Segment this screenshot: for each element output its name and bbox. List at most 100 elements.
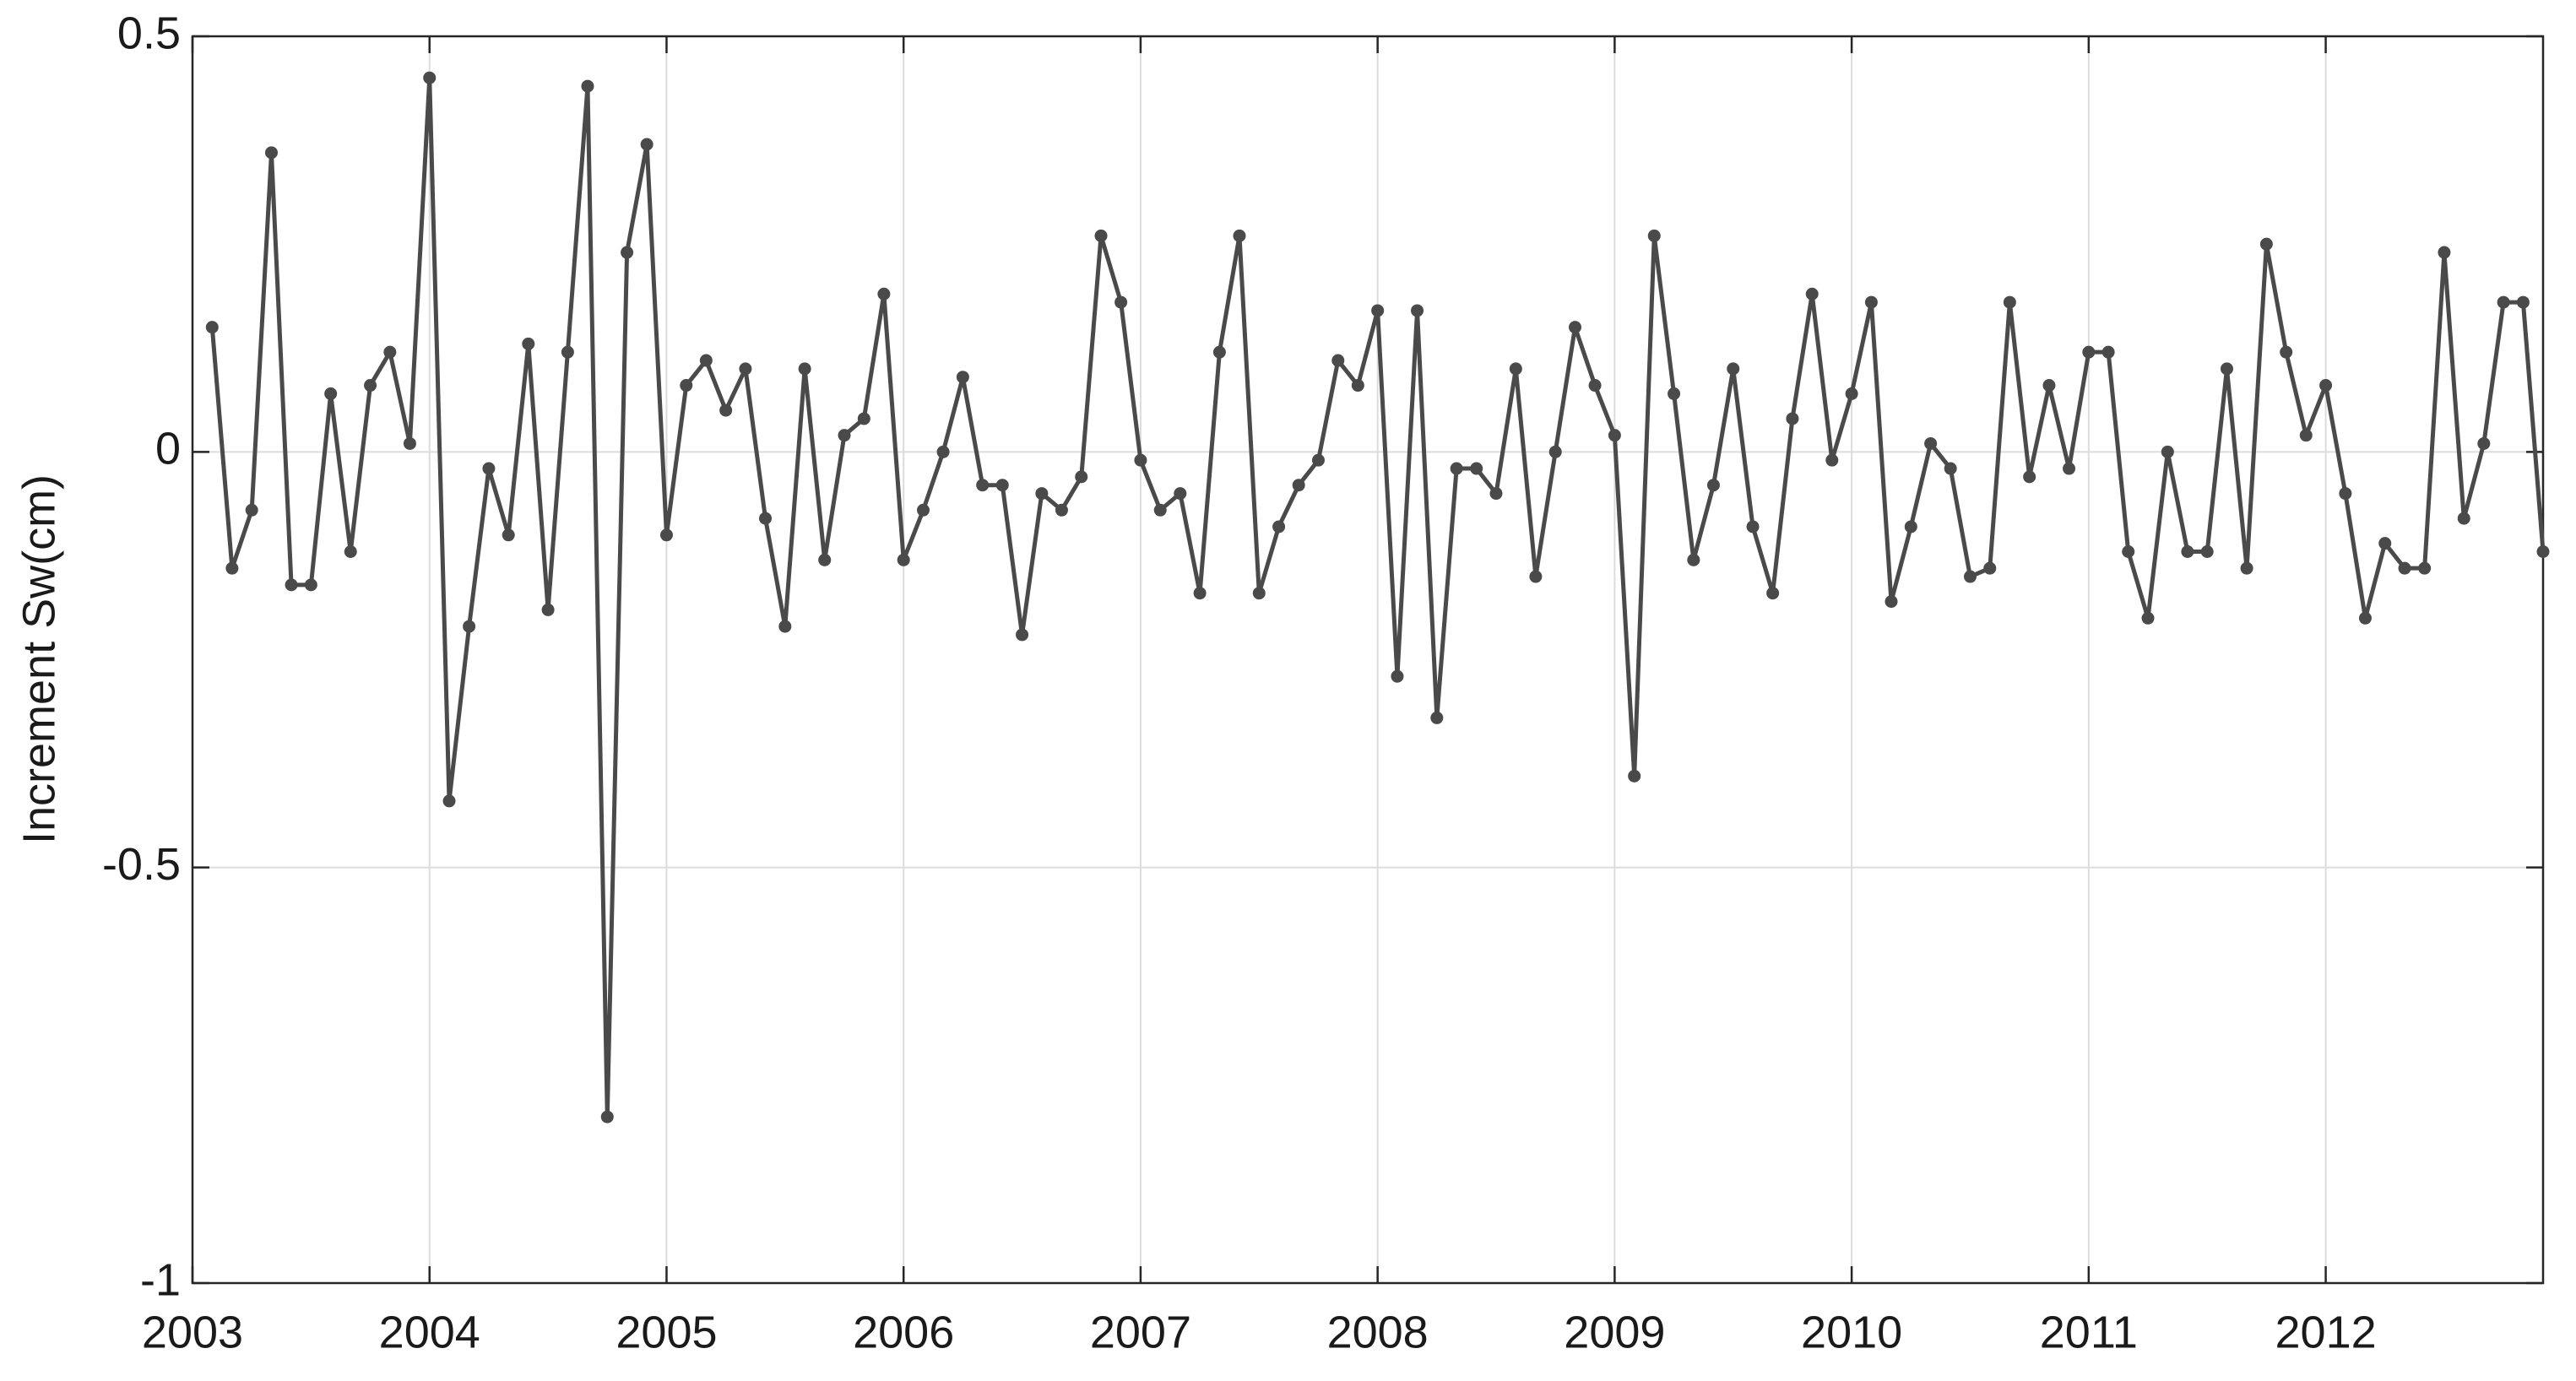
data-point (2221, 362, 2234, 376)
data-point (2319, 379, 2333, 393)
data-point (1391, 669, 1404, 683)
x-tick-label: 2003 (142, 1307, 243, 1357)
data-point (1075, 470, 1088, 484)
data-point (1351, 379, 1364, 393)
data-point (1845, 387, 1858, 400)
data-point (680, 379, 693, 393)
data-point (2023, 470, 2036, 484)
data-point (1727, 362, 1740, 376)
data-point (2082, 345, 2096, 359)
data-point (2536, 544, 2550, 558)
data-point (2280, 345, 2293, 359)
data-point (2378, 537, 2392, 550)
data-point (877, 287, 891, 301)
data-point (798, 362, 811, 376)
data-point (1825, 453, 1839, 467)
data-point (561, 345, 574, 359)
x-tick-label: 2007 (1090, 1307, 1191, 1357)
data-point (2122, 544, 2135, 558)
data-point (739, 362, 752, 376)
y-tick-label: 0.5 (117, 8, 181, 58)
y-tick-label: -0.5 (102, 839, 181, 890)
data-point (1153, 503, 1167, 517)
y-tick-label: -1 (140, 1254, 181, 1305)
data-point (463, 620, 476, 633)
data-point (2240, 561, 2253, 575)
data-point (344, 544, 357, 558)
data-point (581, 79, 594, 93)
data-point (1311, 453, 1325, 467)
data-point (285, 578, 298, 592)
data-point (640, 138, 653, 151)
data-point (442, 794, 456, 808)
data-point (897, 553, 910, 566)
data-point (383, 345, 397, 359)
data-point (2418, 561, 2432, 575)
data-point (1766, 587, 1780, 600)
data-point (2259, 237, 2273, 251)
data-point (759, 512, 773, 525)
data-point (1647, 229, 1661, 242)
x-tick-label: 2011 (2040, 1307, 2138, 1357)
plot-area (193, 36, 2543, 1283)
data-point (2063, 462, 2076, 475)
data-point (1944, 462, 1957, 475)
data-point (1430, 711, 1444, 724)
data-point (1529, 570, 1543, 583)
data-point (1628, 769, 1641, 783)
data-point (1016, 628, 1029, 642)
data-point (600, 1110, 614, 1124)
data-point (659, 528, 673, 542)
data-point (1706, 479, 1720, 492)
data-point (364, 379, 377, 393)
data-point (838, 429, 851, 442)
data-point (1904, 520, 1917, 533)
data-point (857, 412, 870, 425)
data-point (778, 620, 792, 633)
data-point (2299, 429, 2313, 442)
data-point (2497, 295, 2510, 309)
data-point (1608, 429, 1621, 442)
x-tick-label: 2008 (1327, 1307, 1429, 1357)
y-tick-label: 0 (155, 424, 181, 474)
data-point (2457, 512, 2470, 525)
data-point (2200, 544, 2214, 558)
data-point (1272, 520, 1286, 533)
data-point (403, 436, 416, 450)
data-point (2101, 345, 2115, 359)
data-point (2358, 611, 2372, 625)
x-tick-label: 2006 (853, 1307, 954, 1357)
data-point (699, 354, 713, 367)
data-point (1746, 520, 1760, 533)
data-point (1588, 379, 1602, 393)
data-point (2003, 295, 2016, 309)
data-point (1489, 487, 1503, 501)
data-point (1963, 570, 1977, 583)
data-point (264, 146, 278, 160)
data-point (205, 321, 219, 334)
data-point (995, 479, 1009, 492)
data-point (956, 371, 969, 384)
data-point (1568, 321, 1581, 334)
data-point (1805, 287, 1819, 301)
data-point (1470, 462, 1483, 475)
data-point (1233, 229, 1246, 242)
data-point (1252, 587, 1266, 600)
data-point (541, 603, 555, 616)
data-point (1668, 387, 1681, 400)
data-point (1450, 462, 1463, 475)
data-point (1094, 229, 1108, 242)
data-point (1035, 487, 1049, 501)
x-tick-label: 2004 (379, 1307, 480, 1357)
data-point (1193, 587, 1207, 600)
data-point (818, 553, 832, 566)
data-point (1114, 295, 1128, 309)
data-point (719, 403, 733, 417)
data-point (2477, 436, 2491, 450)
data-point (482, 462, 496, 475)
y-axis-label: Increment Sw(cm) (14, 474, 64, 844)
data-point (1134, 453, 1147, 467)
axes-box (191, 35, 2545, 1285)
